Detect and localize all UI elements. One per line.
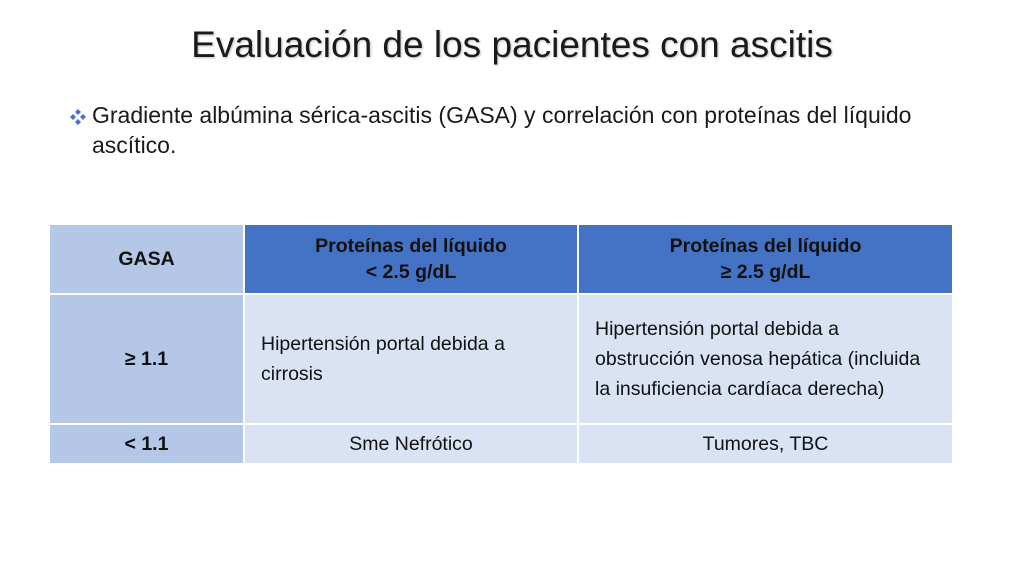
header-gasa: GASA — [48, 223, 245, 295]
cell-low-protein: Hipertensión portal debida a cirrosis — [243, 293, 579, 425]
diamond-bullet-icon — [70, 109, 86, 125]
cell-low-protein: Sme Nefrótico — [243, 423, 579, 465]
cell-high-protein: Tumores, TBC — [577, 423, 954, 465]
table-row: < 1.1 Sme Nefrótico Tumores, TBC — [48, 423, 954, 465]
slide-title: Evaluación de los pacientes con ascitis — [191, 24, 833, 65]
header-high-protein-line2: ≥ 2.5 g/dL — [720, 261, 811, 283]
header-low-protein: Proteínas del líquido < 2.5 g/dL — [243, 223, 579, 295]
header-low-protein-line2: < 2.5 g/dL — [365, 261, 457, 283]
row-gasa-value: < 1.1 — [48, 423, 245, 465]
header-high-protein-line1: Proteínas del líquido — [669, 235, 862, 257]
bullet-text: Gradiente albúmina sérica-ascitis (GASA)… — [92, 102, 912, 158]
row-gasa-value: ≥ 1.1 — [48, 293, 245, 425]
bullet-item: Gradiente albúmina sérica-ascitis (GASA)… — [70, 100, 972, 160]
table-row: ≥ 1.1 Hipertensión portal debida a cirro… — [48, 293, 954, 425]
cell-high-protein: Hipertensión portal debida a obstrucción… — [577, 293, 954, 425]
gasa-table: GASA Proteínas del líquido < 2.5 g/dL Pr… — [48, 223, 954, 465]
table-header-row: GASA Proteínas del líquido < 2.5 g/dL Pr… — [48, 223, 954, 295]
header-high-protein: Proteínas del líquido ≥ 2.5 g/dL — [577, 223, 954, 295]
header-low-protein-line1: Proteínas del líquido — [315, 235, 507, 257]
